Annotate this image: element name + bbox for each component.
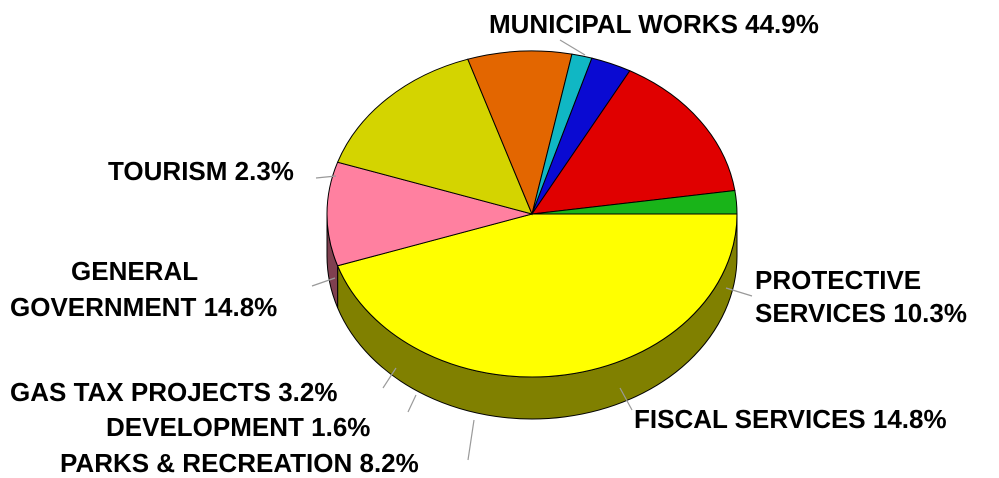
leader-line-development — [619, 387, 633, 411]
slice-tourism — [531, 189, 738, 215]
label-protective-services-line2: SERVICES 10.3% — [755, 298, 967, 328]
label-parks-recreation: PARKS & RECREATION 8.2% — [60, 448, 419, 478]
label-gas-tax-projects: GAS TAX PROJECTS 3.2% — [10, 377, 338, 407]
label-fiscal-services: FISCAL SERVICES 14.8% — [634, 404, 947, 434]
slice-general-government — [530, 70, 736, 215]
label-municipal-works: MUNICIPAL WORKS 44.9% — [489, 9, 819, 39]
leader-line-general-government — [407, 394, 417, 413]
leader-line-fiscal-services — [311, 277, 336, 287]
leader-line-gas-tax-projects — [382, 367, 397, 389]
slice-parks-recreation — [467, 50, 573, 216]
label-tourism: TOURISM 2.3% — [108, 156, 294, 186]
leader-line-municipal-works — [559, 39, 586, 56]
slices-layer — [326, 50, 738, 420]
slice-municipal-works — [336, 213, 738, 378]
leader-line-tourism — [467, 419, 475, 461]
slice-protective-services — [326, 161, 534, 267]
leader-line-parks-recreation — [725, 287, 753, 297]
leader-lines — [311, 39, 753, 461]
label-protective-services-line1: PROTECTIVE — [755, 265, 921, 295]
label-development: DEVELOPMENT 1.6% — [106, 412, 370, 442]
leader-line-protective-services — [315, 175, 337, 179]
label-general-government-line1: GENERAL — [71, 256, 198, 286]
label-general-government-line2: GOVERNMENT 14.8% — [10, 292, 277, 322]
